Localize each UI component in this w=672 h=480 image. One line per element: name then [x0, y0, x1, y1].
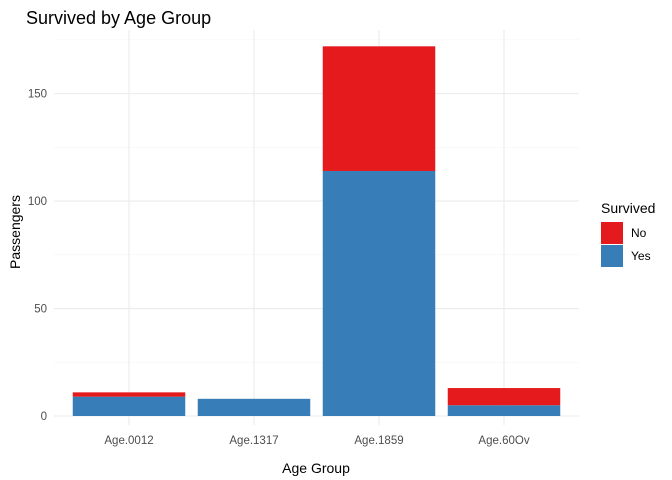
bar-yes-Age.0012 — [72, 396, 186, 416]
y-axis-title: Passengers — [7, 195, 23, 269]
legend-label-yes: Yes — [631, 249, 651, 263]
x-axis-title: Age Group — [282, 460, 350, 476]
bar-yes-Age.1317 — [197, 398, 311, 416]
bar-no-Age.60Ov — [447, 388, 561, 406]
x-axis: Age.0012 Age.1317 Age.1859 Age.60Ov — [104, 435, 529, 447]
y-axis: 0 50 100 150 — [28, 89, 47, 423]
bar-no-Age.0012 — [72, 392, 186, 397]
legend-title: Survived — [601, 200, 655, 216]
y-tick-label: 150 — [28, 89, 47, 101]
x-tick-label: Age.60Ov — [478, 435, 529, 447]
y-tick-label: 0 — [41, 411, 47, 423]
bar-yes-Age.60Ov — [447, 405, 561, 416]
y-tick-label: 50 — [34, 304, 47, 316]
x-tick-label: Age.1317 — [229, 435, 278, 447]
x-tick-label: Age.0012 — [104, 435, 153, 447]
y-tick-label: 100 — [28, 196, 47, 208]
bar-no-Age.1859 — [322, 46, 436, 171]
legend-label-no: No — [631, 226, 647, 240]
legend-key-yes — [601, 245, 623, 267]
bars — [72, 46, 561, 416]
bar-yes-Age.1859 — [322, 170, 436, 416]
legend-key-no — [601, 222, 623, 244]
chart-title: Survived by Age Group — [26, 8, 211, 28]
grid — [54, 30, 579, 425]
legend: Survived No Yes — [601, 200, 655, 267]
x-tick-label: Age.1859 — [354, 435, 403, 447]
